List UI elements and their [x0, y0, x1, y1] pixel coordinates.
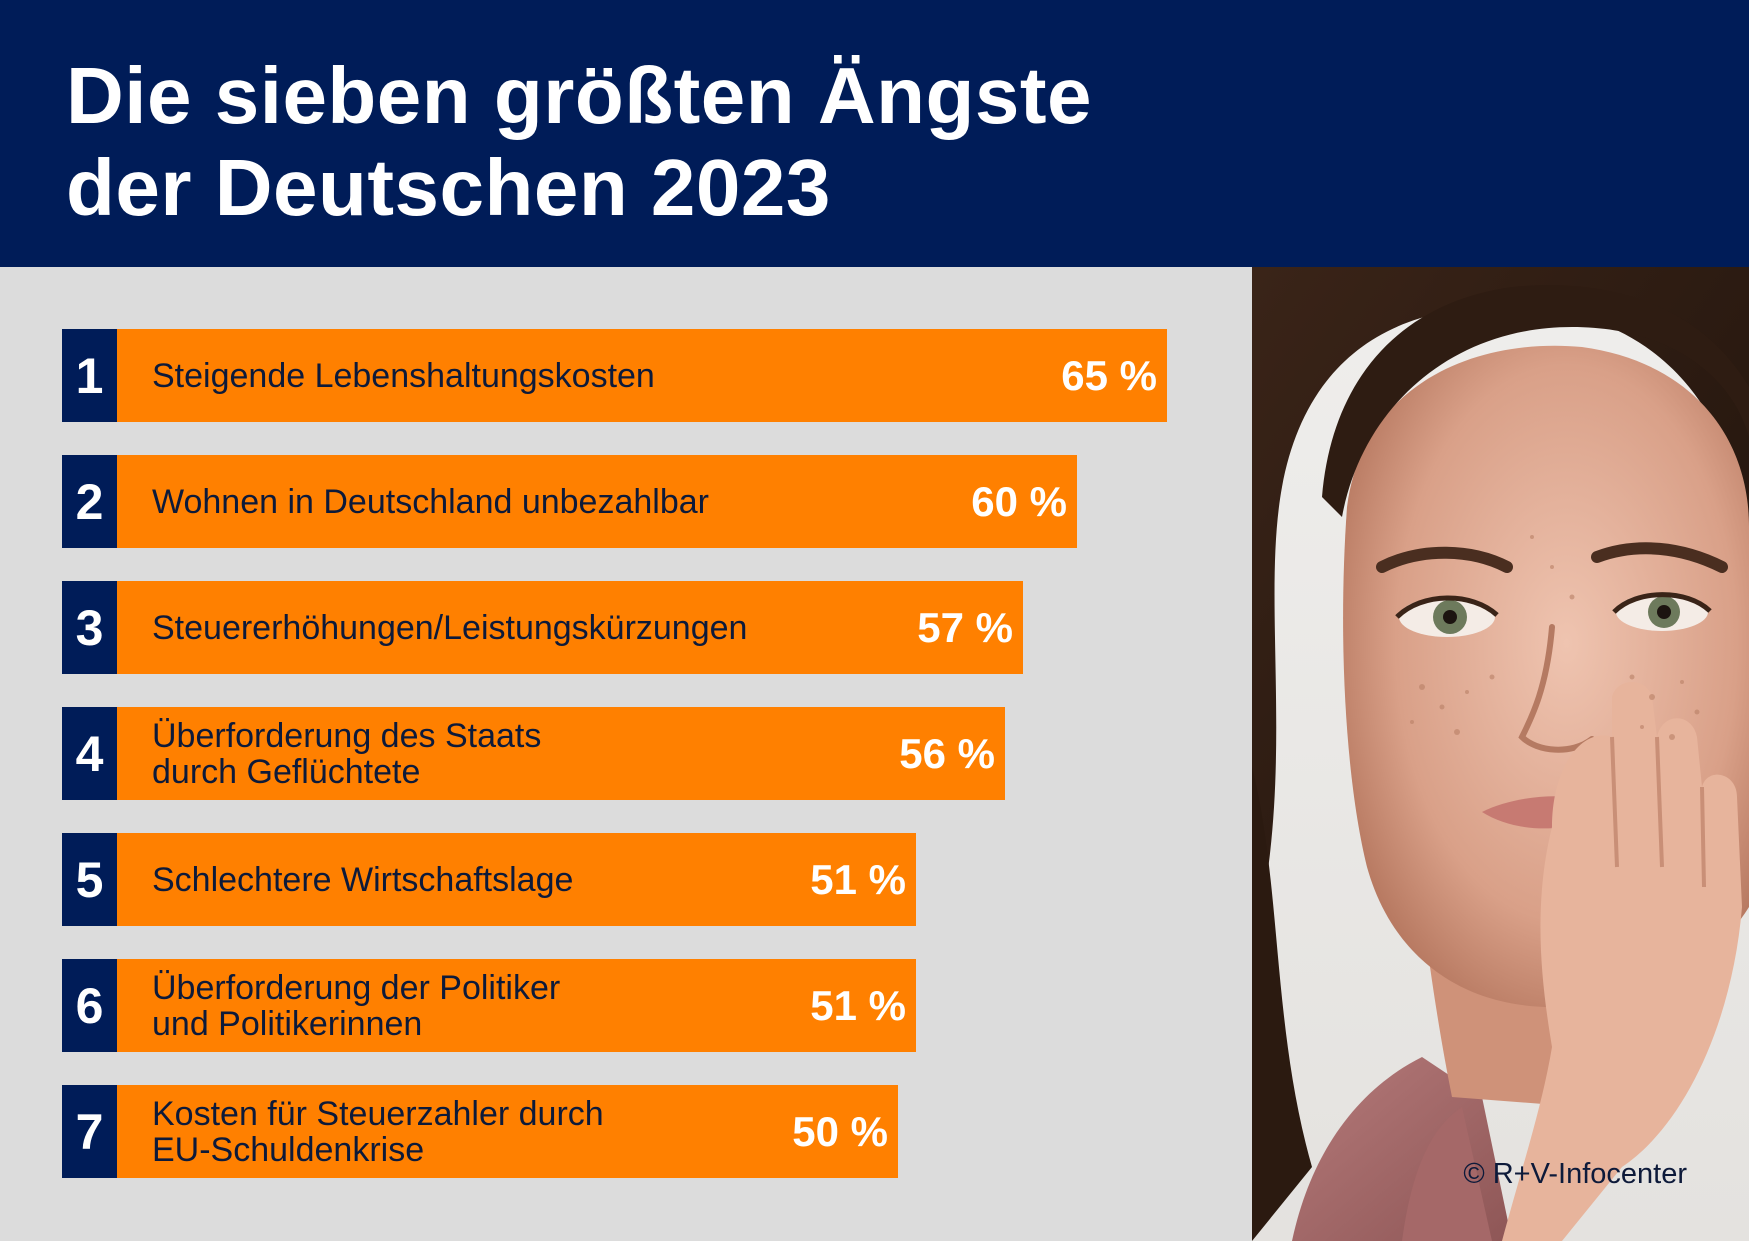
portrait-illustration	[1252, 267, 1749, 1241]
bar-row-4: 4 Überforderung des Staats durch Geflücht…	[62, 707, 1005, 800]
bar-label: Kosten für Steuerzahler durch EU-Schulde…	[152, 1094, 604, 1169]
bar-value-label: 50 %	[792, 1107, 888, 1155]
rank-badge: 6	[62, 959, 117, 1052]
bar-value-label: 57 %	[917, 603, 1013, 651]
bar	[117, 329, 1167, 422]
chart-area: 1 Steigende Lebenshaltungskosten 65 % 2 Wohn…	[0, 267, 1252, 1241]
bar-label: Wohnen in Deutschland unbezahlbar	[152, 482, 709, 521]
bar-value-label: 65 %	[1061, 351, 1157, 399]
bar-chart: 1 Steigende Lebenshaltungskosten 65 % 2 Wohn…	[0, 267, 1252, 1241]
bar-row-6: 6 Überforderung der Politiker und Politik…	[62, 959, 916, 1052]
rank-badge: 2	[62, 455, 117, 548]
rank-badge: 1	[62, 329, 117, 422]
bar-value-label: 51 %	[810, 981, 906, 1029]
bar	[117, 1085, 898, 1178]
rank-badge: 5	[62, 833, 117, 926]
bar-label: Schlechtere Wirtschaftslage	[152, 860, 574, 899]
bar-label: Steuererhöhungen/Leistungskürzungen	[152, 608, 748, 647]
page-title: Die sieben größten Ängste der Deutschen …	[66, 51, 1092, 232]
bar	[117, 707, 1005, 800]
bar	[117, 833, 916, 926]
bar-value-label: 56 %	[899, 729, 995, 777]
bar-value-label: 51 %	[810, 855, 906, 903]
bar	[117, 581, 1023, 674]
bar-value-label: 60 %	[971, 477, 1067, 525]
bar-label: Überforderung der Politiker und Politike…	[152, 968, 561, 1043]
bar	[117, 959, 916, 1052]
bar-row-2: 2 Wohnen in Deutschland unbezahlbar 60 %	[62, 455, 1077, 548]
bar-row-1: 1 Steigende Lebenshaltungskosten 65 %	[62, 329, 1167, 422]
bar-row-5: 5 Schlechtere Wirtschaftslage 51 %	[62, 833, 916, 926]
rank-badge: 3	[62, 581, 117, 674]
bar-label: Überforderung des Staats durch Geflüchte…	[152, 716, 542, 791]
bar-label: Steigende Lebenshaltungskosten	[152, 356, 655, 395]
portrait-photo-icon: © R+V-Infocenter	[1252, 267, 1749, 1241]
header-banner: Die sieben größten Ängste der Deutschen …	[0, 0, 1749, 267]
rank-badge: 4	[62, 707, 117, 800]
copyright-notice: © R+V-Infocenter	[1463, 1158, 1687, 1190]
bar	[117, 455, 1077, 548]
rank-badge: 7	[62, 1085, 117, 1178]
bar-row-7: 7 Kosten für Steuerzahler durch EU-Schuld…	[62, 1085, 898, 1178]
bar-row-3: 3 Steuererhöhungen/Leistungskürzungen 57 %	[62, 581, 1023, 674]
